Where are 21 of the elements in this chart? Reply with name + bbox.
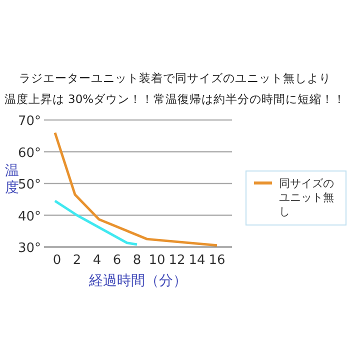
x-tick-label: 8 [132, 253, 142, 268]
line-series [54, 131, 218, 247]
legend-label: 同サイズのユニット無し [279, 177, 334, 218]
x-tick-label: 12 [168, 253, 186, 268]
y-tick-label: 70° [18, 114, 41, 129]
y-tick-label: 40° [18, 209, 41, 224]
x-axis-title: 経過時間（分） [88, 273, 187, 289]
x-tick-label: 14 [188, 253, 206, 268]
x-tick-label: 0 [52, 253, 62, 268]
chart-title: ラジエーターユニット装着で同サイズのユニット無しより [19, 71, 331, 85]
chart-subtitle: 温度上昇は 30%ダウン！！常温復帰は約半分の時間に短縮！！ [4, 92, 346, 106]
y-tick-label: 30° [18, 241, 41, 256]
x-tick-label: 16 [208, 253, 226, 268]
y-tick-label: 50° [18, 178, 41, 192]
line-series [54, 200, 138, 246]
x-tick-label: 2 [72, 253, 82, 268]
x-tick-label: 6 [112, 253, 122, 268]
y-tick-label: 60° [18, 146, 41, 161]
y-axis-title: 温度 [5, 163, 19, 196]
x-tick-label: 4 [92, 253, 102, 268]
x-tick-label: 10 [148, 253, 166, 268]
